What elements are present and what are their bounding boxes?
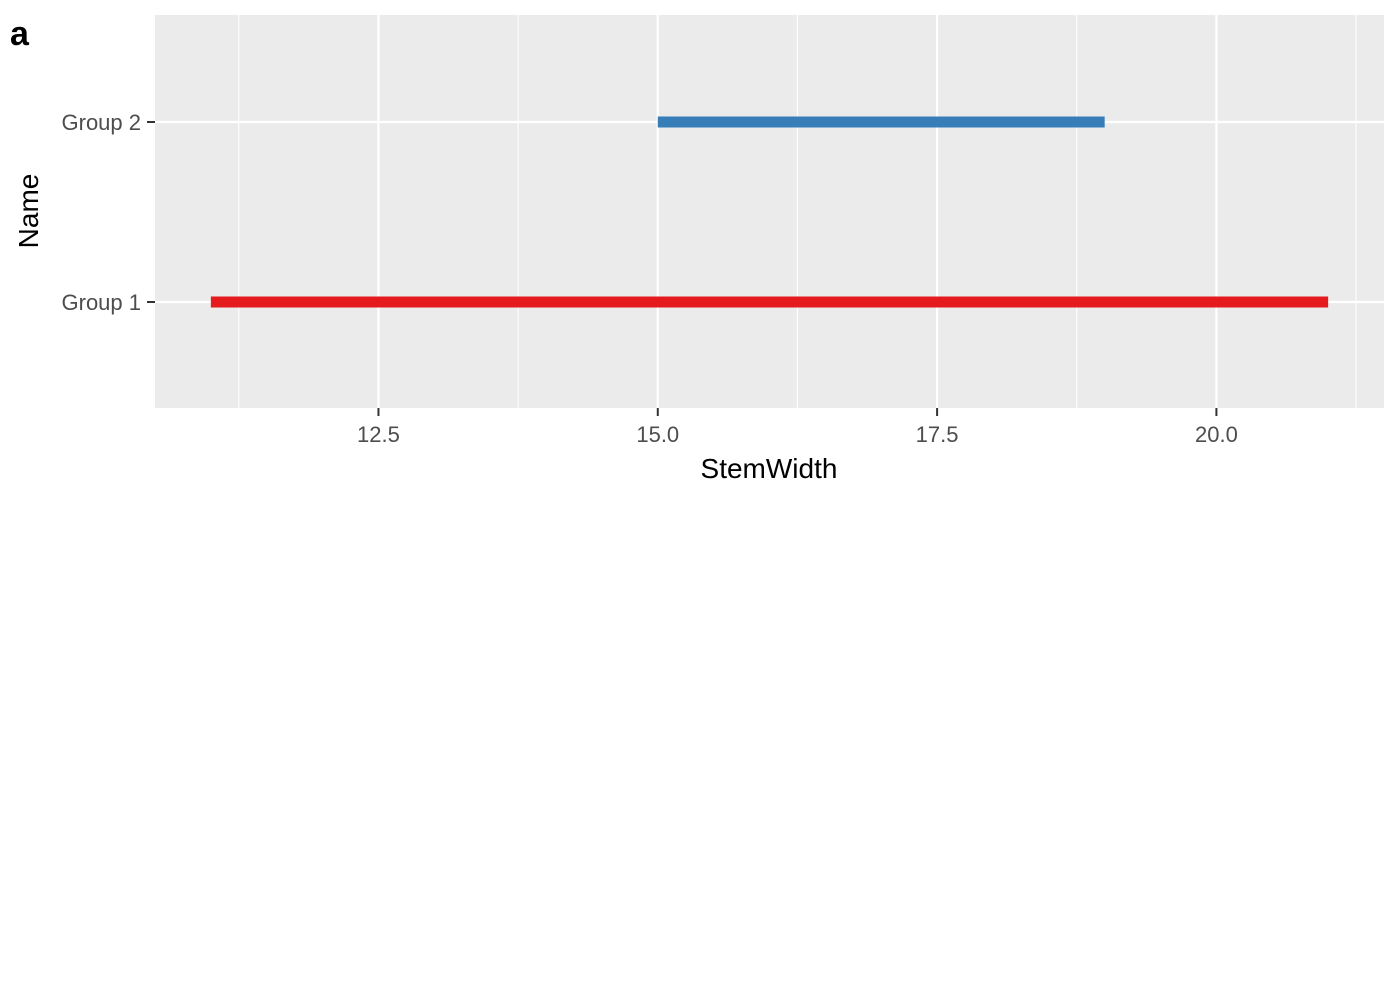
x-tick-label: 15.0 [636, 422, 679, 447]
y-axis-title: Name [13, 174, 44, 249]
y-axis-ticks: Group 1 Group 2 [62, 110, 155, 315]
x-axis-ticks: 12.5 15.0 17.5 20.0 [357, 408, 1238, 447]
plot-panel [155, 15, 1384, 408]
x-tick-label: 12.5 [357, 422, 400, 447]
y-tick-label: Group 1 [62, 290, 142, 315]
x-axis-title: StemWidth [701, 453, 838, 484]
x-tick-label: 17.5 [916, 422, 959, 447]
data-segments [210, 116, 1329, 308]
y-tick-label: Group 2 [62, 110, 142, 135]
minor-gridlines [238, 15, 1357, 408]
x-tick-label: 20.0 [1195, 422, 1238, 447]
panel-tag: a [10, 15, 30, 53]
